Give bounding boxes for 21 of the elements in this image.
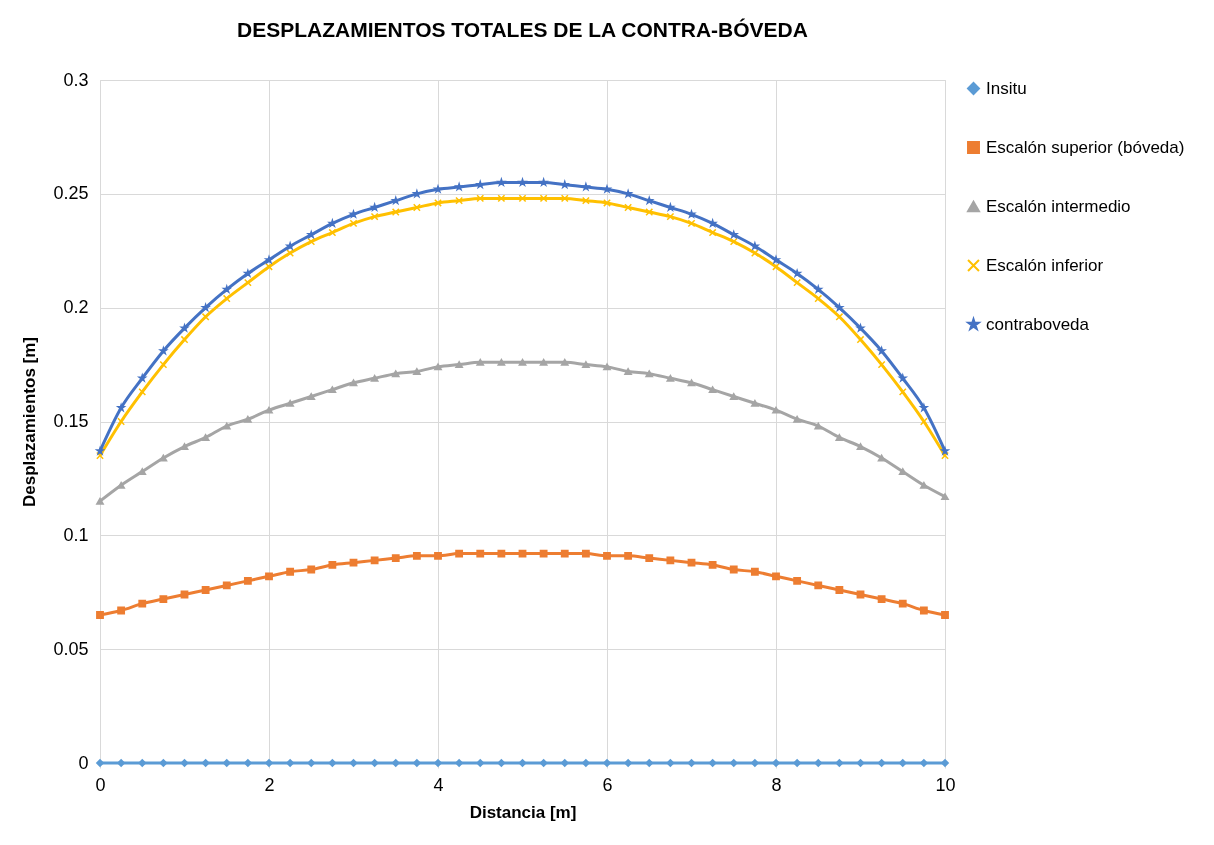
x-tick-label: 0	[95, 774, 106, 795]
y-tick-label: 0	[78, 752, 89, 773]
legend-label: contraboveda	[986, 314, 1090, 334]
x-tick-label: 10	[935, 774, 956, 795]
chart-title: DESPLAZAMIENTOS TOTALES DE LA CONTRA-BÓVEDA	[237, 18, 808, 41]
y-tick-label: 0.15	[53, 411, 89, 431]
y-axis-title: Desplazamientos [m]	[20, 336, 40, 508]
legend-label: Escalón superior (bóveda)	[986, 137, 1185, 157]
legend-label: Escalón intermedio	[986, 196, 1131, 216]
x-tick-label: 2	[264, 774, 275, 795]
x-tick-label: 6	[602, 774, 613, 795]
y-tick-label: 0.25	[53, 183, 89, 204]
legend-label: Insitu	[986, 78, 1027, 98]
x-tick-label: 8	[771, 774, 782, 795]
y-tick-label: 0.1	[63, 524, 89, 545]
y-tick-label: 0.3	[63, 69, 89, 90]
x-tick-label: 4	[433, 774, 444, 795]
y-tick-label: 0.2	[63, 297, 89, 318]
x-axis-title: Distancia [m]	[469, 802, 577, 822]
y-tick-label: 0.05	[53, 638, 89, 659]
legend-label: Escalón inferior	[986, 255, 1104, 275]
